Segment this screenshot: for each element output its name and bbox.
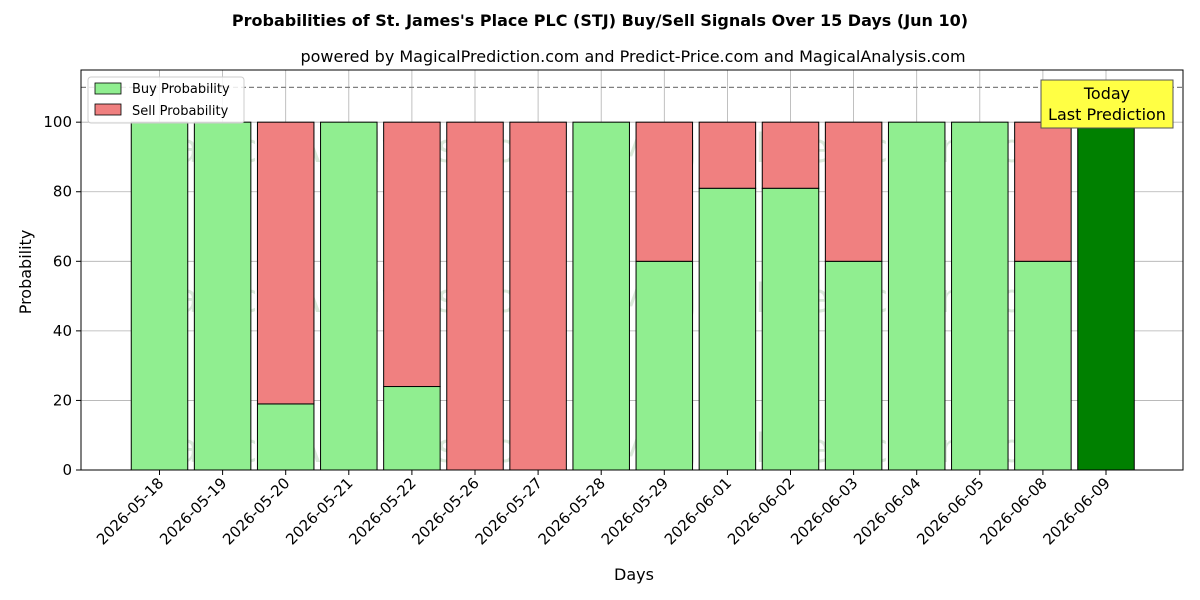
bars [130, 121, 1135, 471]
x-tick-label: 2026-06-05 [913, 474, 987, 548]
x-tick-label: 2026-05-22 [345, 474, 419, 548]
plot-frame [80, 69, 1184, 471]
bar-buy-2026-06-09 [1077, 121, 1135, 471]
legend: Buy Probability Sell Probability [87, 76, 245, 124]
today-box [1040, 79, 1174, 129]
today-label: Today [1083, 84, 1130, 103]
bar-buy-2026-06-04 [887, 121, 946, 471]
legend-swatch-buy [94, 82, 122, 95]
x-tick-label: 2026-05-26 [408, 474, 482, 548]
bar-buy-2026-05-22 [383, 386, 441, 471]
y-tick-label: 40 [53, 322, 72, 340]
x-tick-label: 2026-06-02 [724, 474, 798, 548]
bar-buy-2026-06-01 [698, 187, 757, 471]
bar-buy-2026-05-18 [130, 121, 189, 471]
bar-buy-2026-05-28 [572, 121, 630, 471]
chart-title: Probabilities of St. James's Place PLC (… [232, 11, 968, 30]
bar-sell-2026-06-03 [824, 121, 883, 262]
x-tick-label: 2026-05-27 [472, 474, 546, 548]
bar-sell-2026-05-27 [509, 121, 567, 471]
bar-sell-2026-06-01 [698, 121, 757, 189]
bar-sell-2026-05-20 [256, 121, 315, 405]
bar-sell-2026-05-22 [383, 121, 441, 388]
x-tick-label: 2026-05-19 [156, 474, 230, 548]
bar-sell-2026-05-29 [635, 121, 694, 262]
x-tick-label: 2026-06-01 [661, 474, 735, 548]
x-tick-label: 2026-05-29 [598, 474, 672, 548]
y-tick-label: 60 [53, 252, 72, 270]
y-tick-label: 80 [53, 183, 72, 201]
bar-buy-2026-05-29 [635, 260, 694, 471]
x-tick-label: 2026-06-04 [850, 474, 924, 548]
bar-sell-2026-06-08 [1014, 121, 1072, 262]
y-tick-label: 100 [43, 113, 72, 131]
x-tick-label: 2026-06-08 [976, 474, 1050, 548]
x-tick-label: 2026-05-21 [282, 474, 356, 548]
y-tick-label: 20 [53, 391, 72, 409]
bar-buy-2026-05-19 [193, 121, 252, 471]
bar-buy-2026-06-05 [951, 121, 1009, 471]
x-tick-label: 2026-05-18 [93, 474, 167, 548]
x-axis-label: Days [614, 565, 654, 584]
bar-buy-2026-06-08 [1014, 260, 1072, 471]
bar-sell-2026-06-02 [761, 121, 820, 189]
legend-label-buy: Buy Probability [132, 82, 230, 97]
x-tick-label: 2026-06-03 [787, 474, 861, 548]
last-prediction-label: Last Prediction [1048, 105, 1166, 124]
x-tick-label: 2026-05-20 [219, 474, 293, 548]
chart-subtitle: powered by MagicalPrediction.com and Pre… [300, 47, 965, 66]
bar-buy-2026-06-02 [761, 187, 820, 471]
y-axis-label: Probability [16, 230, 35, 315]
x-tick-label: 2026-05-28 [535, 474, 609, 548]
legend-swatch-sell [94, 103, 122, 116]
bar-buy-2026-06-03 [824, 260, 883, 471]
x-axis: 2026-05-182026-05-192026-05-202026-05-21… [93, 470, 1114, 548]
y-axis: 0 20 40 60 80 100 [43, 113, 81, 479]
today-annotation: Today Last Prediction [1040, 79, 1174, 129]
bar-buy-2026-05-21 [320, 121, 378, 471]
bar-buy-2026-05-20 [256, 403, 315, 471]
x-tick-label: 2026-06-09 [1039, 474, 1113, 548]
legend-label-sell: Sell Probability [132, 104, 229, 119]
y-tick-label: 0 [62, 461, 72, 479]
bar-sell-2026-05-26 [446, 121, 504, 471]
legend-box [87, 76, 245, 124]
